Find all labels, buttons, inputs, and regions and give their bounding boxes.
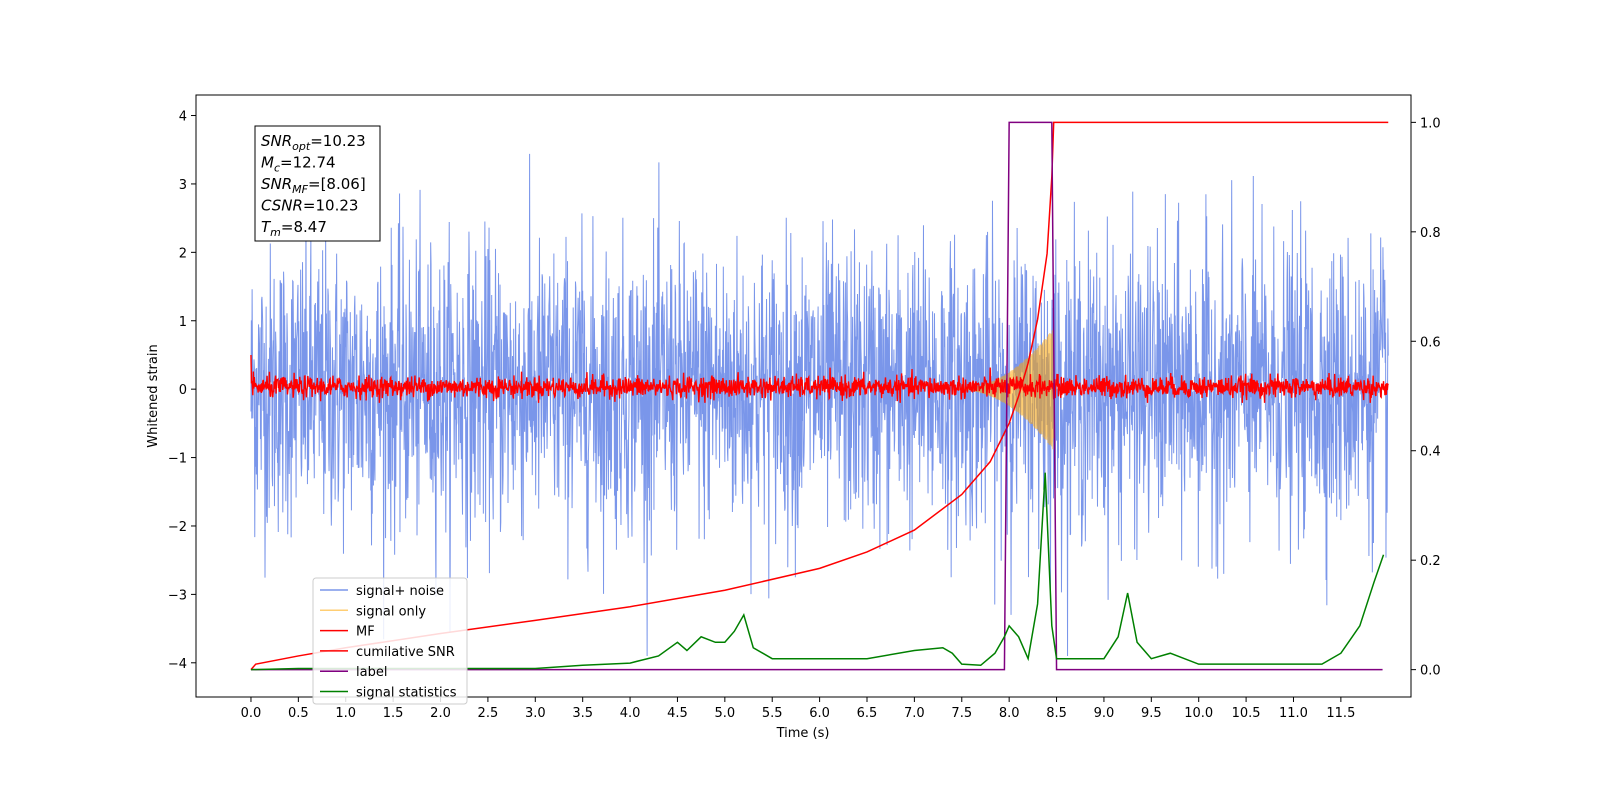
legend-label-signal-noise: signal+ noise <box>356 584 444 599</box>
legend-label-signal-only: signal only <box>356 604 426 619</box>
annotation-line: SNRMF=[8.06] <box>261 175 366 196</box>
legend-label-signal-statistics: signal statistics <box>356 686 457 701</box>
series-mf <box>250 354 1389 403</box>
x-tick-label: 4.0 <box>620 706 641 721</box>
x-tick-label: 5.5 <box>762 706 783 721</box>
y-tick-label: 1 <box>179 315 187 330</box>
x-tick-label: 2.5 <box>478 706 499 721</box>
y2-tick-label: 0.4 <box>1420 445 1441 460</box>
legend: signal+ noise signal only MF cumilative SNR… <box>312 577 468 705</box>
x-tick-label: 0.0 <box>241 706 262 721</box>
x-tick-label: 9.5 <box>1141 706 1162 721</box>
legend-label-label: label <box>356 665 387 680</box>
x-tick-label: 5.0 <box>714 706 735 721</box>
x-tick-label: 7.0 <box>904 706 925 721</box>
x-tick-label: 8.5 <box>1046 706 1067 721</box>
y2-tick-label: 0.8 <box>1420 226 1441 241</box>
annotation-line: CSNR=10.23 <box>261 197 358 215</box>
y-tick-label: −1 <box>168 452 187 467</box>
y2-tick-label: 0.6 <box>1420 335 1441 350</box>
x-axis: 0.0 0.5 1.0 1.5 2.0 2.5 3.0 3.5 4.0 4.5 5.0 5.5 6.0 6… <box>241 697 1355 721</box>
y-axis-right: 1.0 0.8 0.6 0.4 0.2 0.0 <box>1411 116 1441 679</box>
series-signal-statistics <box>250 472 1385 671</box>
y-tick-label: 4 <box>179 110 187 125</box>
x-tick-label: 11.0 <box>1279 706 1308 721</box>
x-tick-label: 1.0 <box>335 706 356 721</box>
x-tick-label: 8.0 <box>999 706 1020 721</box>
y2-tick-label: 1.0 <box>1420 116 1441 131</box>
y-tick-label: −4 <box>168 657 187 672</box>
x-tick-label: 4.5 <box>667 706 688 721</box>
y2-tick-label: 0.2 <box>1420 554 1441 569</box>
x-tick-label: 10.5 <box>1232 706 1261 721</box>
x-tick-label: 1.5 <box>383 706 404 721</box>
legend-label-mf: MF <box>356 625 375 640</box>
axes-frame <box>195 94 1412 698</box>
annotation-line: Mc=12.74 <box>261 154 336 175</box>
annotation-line: SNRopt=10.23 <box>261 132 366 153</box>
x-axis-label: Time (s) <box>776 726 830 741</box>
x-tick-label: 9.0 <box>1094 706 1115 721</box>
legend-label-cumilative-snr: cumilative SNR <box>356 645 455 660</box>
x-tick-label: 0.5 <box>288 706 309 721</box>
x-tick-label: 10.0 <box>1184 706 1213 721</box>
x-tick-label: 11.5 <box>1326 706 1355 721</box>
annotation-box: SNRopt=10.23Mc=12.74SNRMF=[8.06]CSNR=10.… <box>254 125 381 242</box>
y-tick-label: 3 <box>179 178 187 193</box>
x-tick-label: 6.5 <box>857 706 878 721</box>
y-tick-label: −3 <box>168 588 187 603</box>
x-tick-label: 2.0 <box>430 706 451 721</box>
y-tick-label: 2 <box>179 246 187 261</box>
y-axis-label: Whitened strain <box>146 344 161 447</box>
x-tick-label: 7.5 <box>951 706 972 721</box>
y-tick-label: −2 <box>168 520 187 535</box>
y-axis-left: 4 3 2 1 0 −1 −2 −3 −4 <box>168 110 196 672</box>
series-label <box>250 121 1383 671</box>
y-tick-label: 0 <box>179 383 187 398</box>
annotation-line: Tm=8.47 <box>261 218 327 239</box>
x-tick-label: 3.0 <box>525 706 546 721</box>
x-tick-label: 3.5 <box>572 706 593 721</box>
y2-tick-label: 0.0 <box>1420 664 1441 679</box>
x-tick-label: 6.0 <box>809 706 830 721</box>
